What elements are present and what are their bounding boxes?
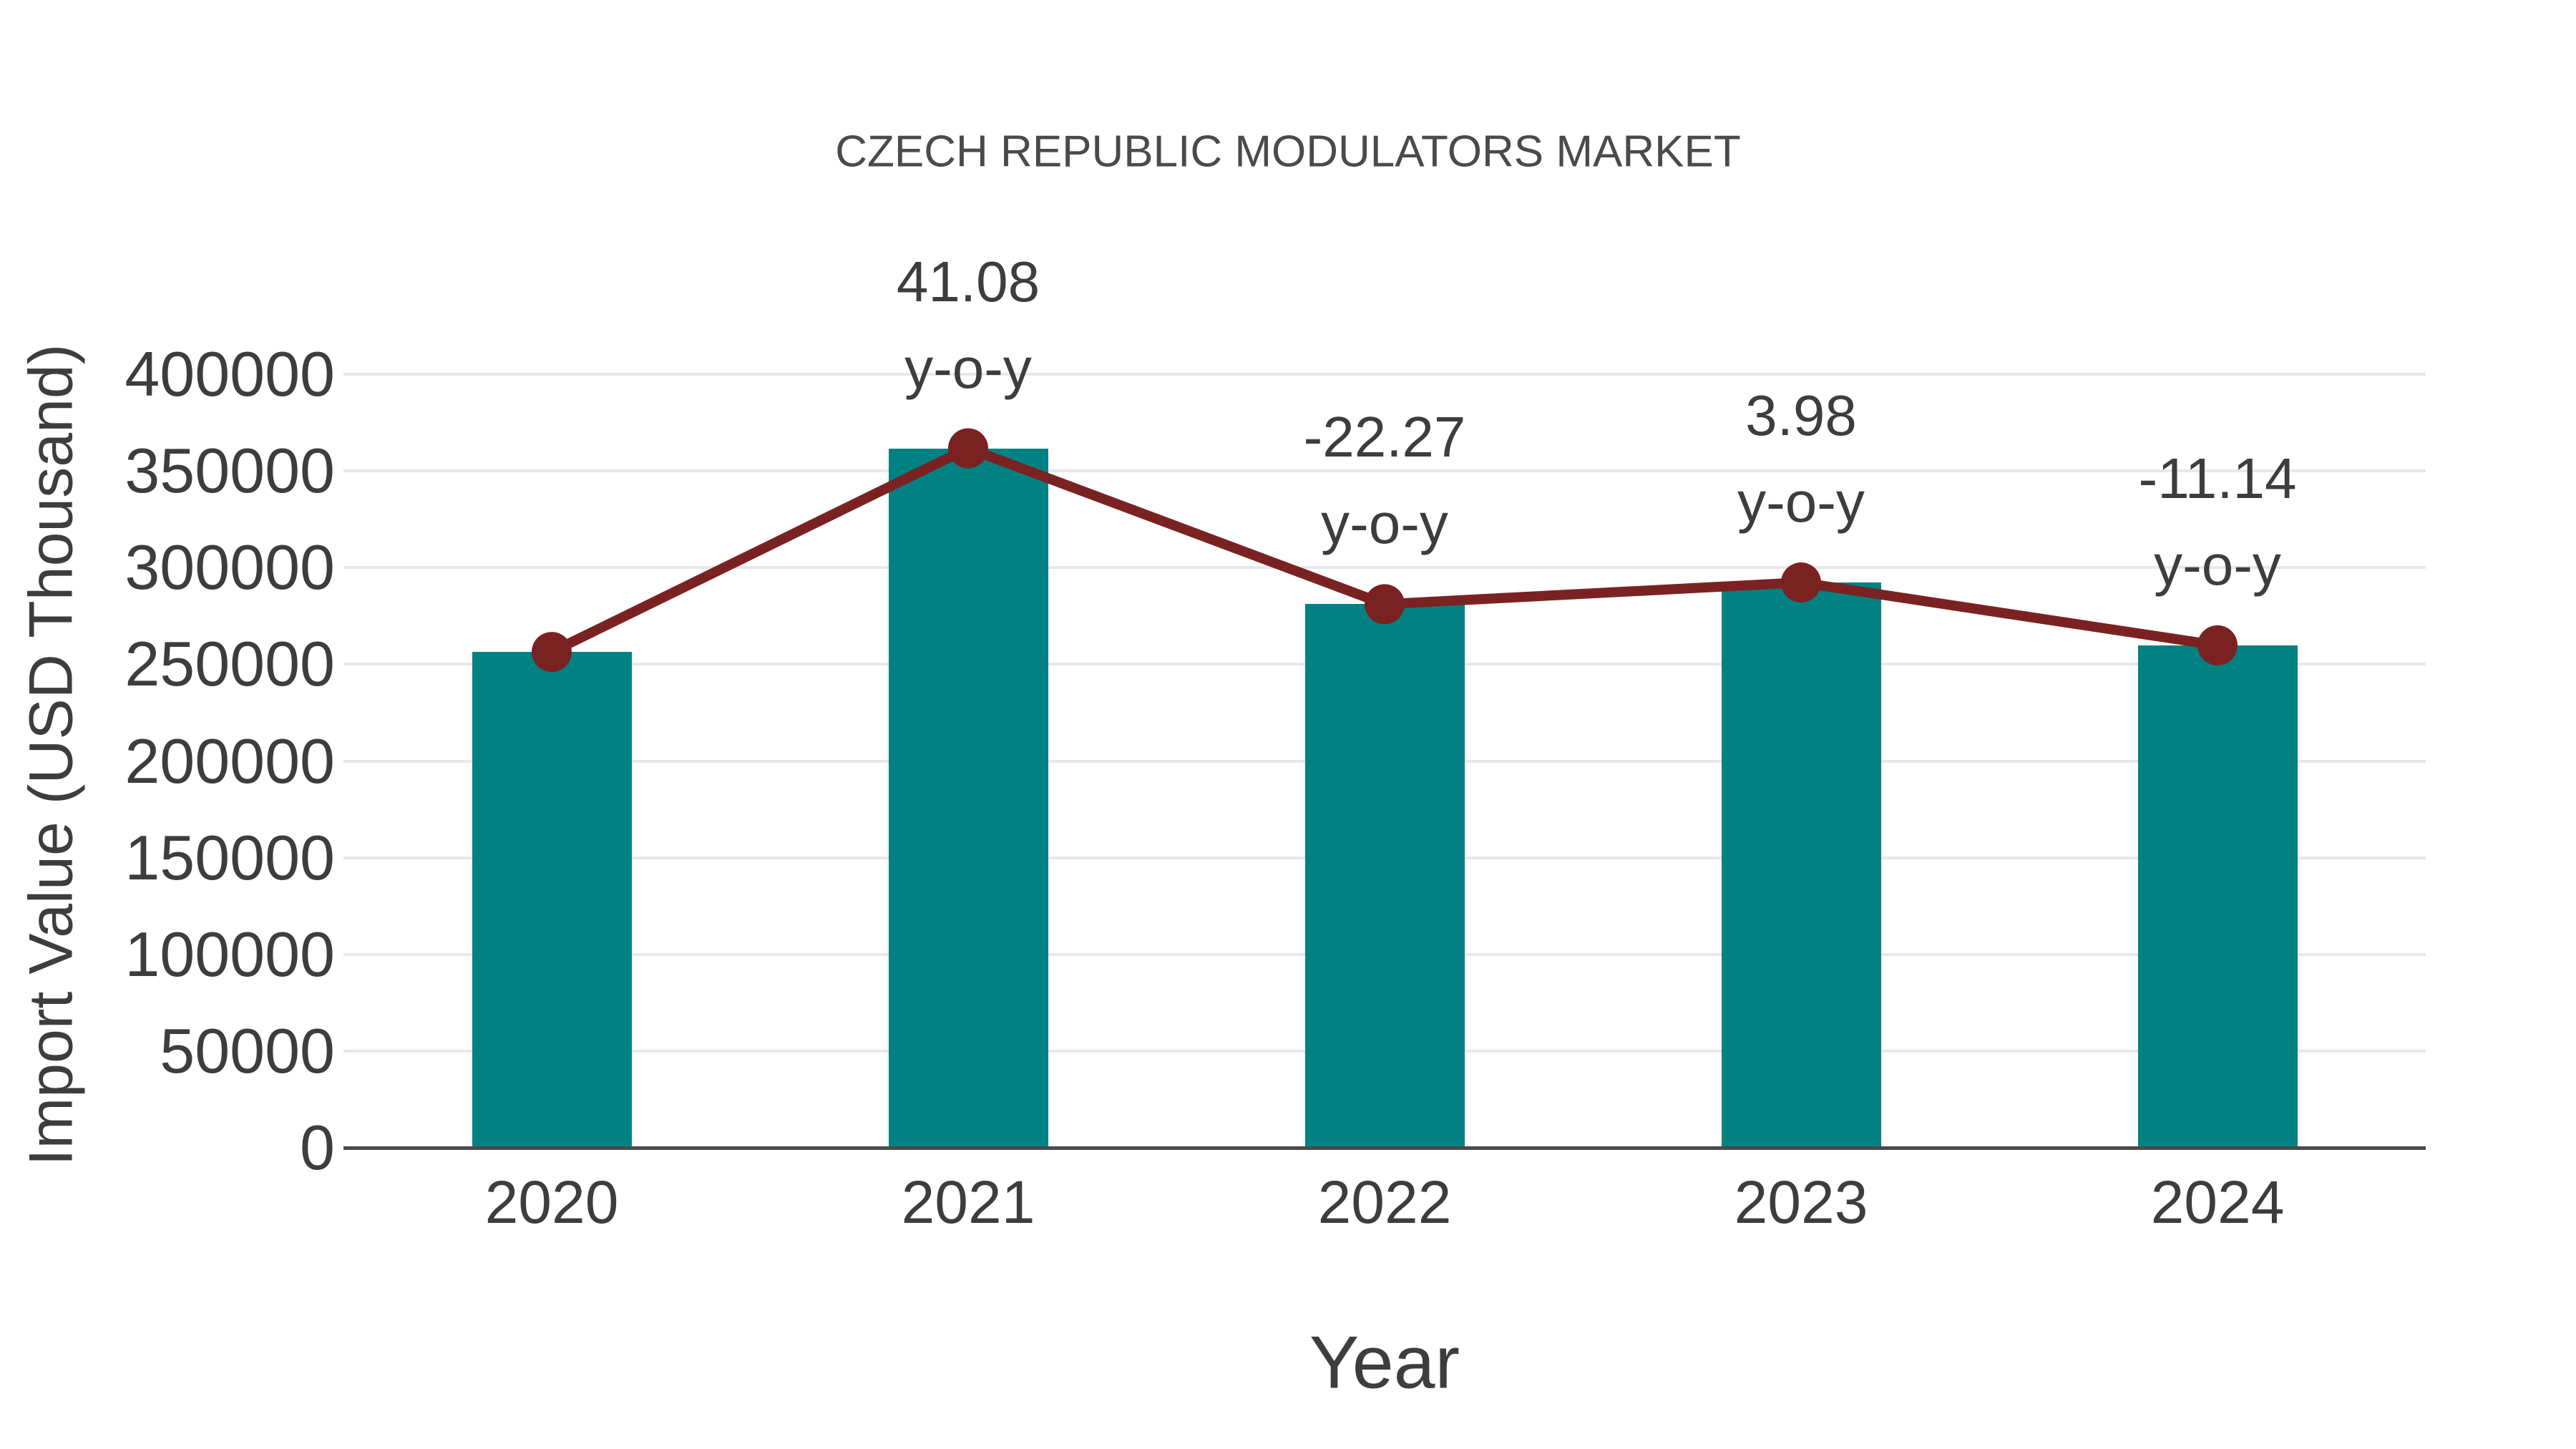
bar-2020 — [472, 652, 632, 1148]
y-tick-label-100000: 100000 — [125, 918, 335, 990]
gridline-350000 — [343, 469, 2426, 473]
y-tick-label-200000: 200000 — [125, 725, 335, 796]
x-tick-label-2023: 2023 — [1734, 1169, 1868, 1236]
yoy-suffix-label-2022: y-o-y — [1321, 492, 1448, 556]
gridline-400000 — [343, 373, 2426, 376]
bar-2024 — [2137, 645, 2298, 1148]
yoy-value-label-2021: 41.08 — [896, 249, 1040, 313]
gridline-300000 — [343, 566, 2426, 570]
x-tick-label-2022: 2022 — [1317, 1169, 1452, 1236]
y-tick-label-400000: 400000 — [125, 338, 335, 409]
yoy-value-label-2023: 3.98 — [1745, 384, 1857, 448]
y-tick-label-350000: 350000 — [125, 435, 335, 507]
y-tick-label-150000: 150000 — [125, 821, 335, 893]
chart-title: CZECH REPUBLIC MODULATORS MARKET — [835, 127, 1741, 177]
yoy-suffix-label-2023: y-o-y — [1737, 470, 1865, 535]
x-axis-title: Year — [1309, 1321, 1460, 1405]
bar-2022 — [1304, 604, 1465, 1148]
yoy-marker-2020 — [532, 632, 572, 673]
yoy-suffix-label-2021: y-o-y — [904, 336, 1032, 400]
yoy-marker-2023 — [1781, 562, 1821, 603]
y-tick-label-300000: 300000 — [125, 532, 335, 603]
x-tick-label-2021: 2021 — [901, 1169, 1035, 1236]
yoy-value-label-2024: -11.14 — [2138, 446, 2297, 510]
y-tick-label-250000: 250000 — [125, 628, 335, 700]
x-tick-label-2020: 2020 — [484, 1169, 619, 1236]
yoy-value-label-2022: -22.27 — [1303, 405, 1466, 469]
yoy-marker-2024 — [2197, 625, 2238, 665]
x-axis-line — [343, 1146, 2426, 1150]
bar-2021 — [888, 448, 1048, 1148]
y-tick-label-0: 0 — [300, 1112, 335, 1183]
bar-2023 — [1721, 582, 1881, 1148]
yoy-marker-2021 — [948, 428, 988, 469]
yoy-suffix-label-2024: y-o-y — [2154, 532, 2281, 597]
x-tick-label-2024: 2024 — [2150, 1169, 2285, 1236]
y-tick-label-50000: 50000 — [160, 1015, 335, 1086]
yoy-marker-2022 — [1365, 584, 1405, 625]
